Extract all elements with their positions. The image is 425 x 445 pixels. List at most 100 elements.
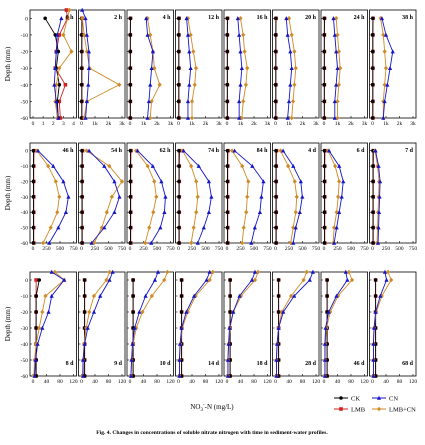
data-point-lmb-cn [294, 194, 299, 200]
y-tick-label: -20 [21, 310, 29, 316]
panel-0h: 0-10-20-30-40-50-600 1 2 3 40 h [21, 7, 77, 127]
data-point-ck [225, 116, 230, 120]
data-point-ck [370, 82, 375, 87]
series-line-lmb-cn [182, 150, 199, 244]
data-point-ck [370, 99, 375, 104]
x-tick-label: 2k [154, 121, 160, 127]
data-point-ck [225, 164, 230, 168]
data-point-ck [273, 49, 278, 54]
data-point-cn [86, 82, 91, 87]
series-line-cn [81, 9, 90, 119]
x-tick-label: 500 [298, 246, 307, 252]
panel-2h: 0 1k 2k 3k 2 h [78, 7, 126, 127]
panel-frame [223, 9, 271, 119]
data-point-ck [31, 164, 36, 168]
data-point-cn [334, 225, 339, 230]
data-point-ck [176, 99, 181, 104]
data-point-lmb-cn [293, 65, 298, 71]
data-point-ck [225, 33, 230, 37]
x-tick-label: 0 [274, 121, 277, 127]
panel-title: 4 d [308, 148, 317, 154]
data-point-cn [284, 16, 289, 21]
x-tick-label: 250 [42, 246, 51, 252]
legend-marker [376, 395, 382, 400]
data-point-cn [331, 16, 336, 21]
data-point-cn [383, 32, 389, 37]
data-point-lmb-cn [241, 99, 246, 104]
data-point-lmb-cn [382, 49, 387, 54]
data-point-cn [250, 163, 255, 168]
panel-title: 28 d [305, 361, 317, 367]
x-tick-label: 0 [274, 379, 277, 385]
data-point-ck [273, 33, 278, 37]
data-point-cn [159, 179, 164, 184]
data-point-cn [375, 240, 381, 245]
x-tick-label: 40 [141, 379, 147, 385]
data-point-lmb-cn [240, 240, 245, 246]
data-point-lmb-cn [46, 163, 51, 169]
data-point-lmb [57, 99, 62, 104]
data-point-cn [137, 309, 142, 314]
series-line-cn [275, 271, 314, 376]
data-point-cn [56, 225, 61, 230]
data-point-cn [149, 240, 154, 245]
panel-title: 4 h [163, 15, 172, 21]
x-tick-label: 40 [286, 379, 292, 385]
data-point-ck [228, 310, 232, 314]
data-point-lmb-cn [207, 277, 212, 283]
x-tick-label: 3 [62, 121, 65, 127]
data-point-ck [31, 148, 36, 153]
data-point-lmb-cn [334, 16, 339, 21]
panel-title: 74 h [208, 148, 220, 154]
data-point-cn [334, 82, 339, 87]
panel-28d: 0 40 80 120 28 d [272, 269, 320, 385]
data-point-cn [204, 277, 209, 282]
data-point-ck [128, 116, 133, 120]
panel-title: 9 d [114, 361, 123, 367]
data-point-cn [286, 99, 292, 104]
data-point-cn [376, 163, 381, 168]
data-point-lmb-cn [304, 269, 309, 275]
x-tick-label: 0 [226, 379, 229, 385]
data-point-ck [225, 49, 230, 54]
data-point-cn [337, 210, 342, 215]
x-tick-label: 750 [360, 246, 369, 252]
data-point-ck [176, 116, 181, 120]
data-point-cn [130, 341, 135, 346]
data-point-cn [91, 309, 97, 314]
data-point-ck [370, 33, 375, 37]
data-point-ck [325, 294, 329, 298]
panel-20h: 0 1k 2k 3k 20 h [272, 9, 320, 127]
x-tick-label: 750 [118, 246, 127, 252]
panel-10d: 0 40 80 120 10 d [126, 269, 175, 385]
x-tick-label: 80 [300, 379, 306, 385]
data-point-lmb [57, 33, 62, 37]
data-point-lmb-cn [65, 16, 70, 21]
data-point-cn [323, 325, 328, 330]
data-point-cn [84, 32, 89, 37]
data-point-lmb-cn [147, 225, 152, 230]
data-point-ck [79, 66, 84, 70]
data-point-cn [334, 49, 339, 54]
data-point-lmb-cn [140, 309, 145, 315]
data-point-cn [390, 49, 395, 54]
x-tick-label: 250 [236, 246, 245, 252]
x-tick-label: 2k [300, 121, 306, 127]
x-tick-label: 1k [189, 121, 195, 127]
series-line-lmb-cn [135, 150, 157, 244]
data-point-cn [307, 277, 312, 282]
x-tick-label: 40 [335, 379, 341, 385]
data-point-ck [177, 195, 181, 199]
panel-title: 54 h [111, 148, 123, 154]
data-point-ck [225, 16, 230, 21]
x-tick-label: 500 [347, 246, 356, 252]
x-tick-label: 0 [177, 379, 180, 385]
data-point-ck [371, 195, 375, 199]
data-point-ck [370, 66, 375, 70]
legend-label: LMB+CN [389, 407, 416, 414]
data-point-cn [332, 32, 337, 37]
data-point-ck [79, 33, 84, 37]
data-point-cn [293, 225, 298, 230]
data-point-cn [252, 269, 258, 274]
x-tick-label: 3k [216, 121, 222, 127]
